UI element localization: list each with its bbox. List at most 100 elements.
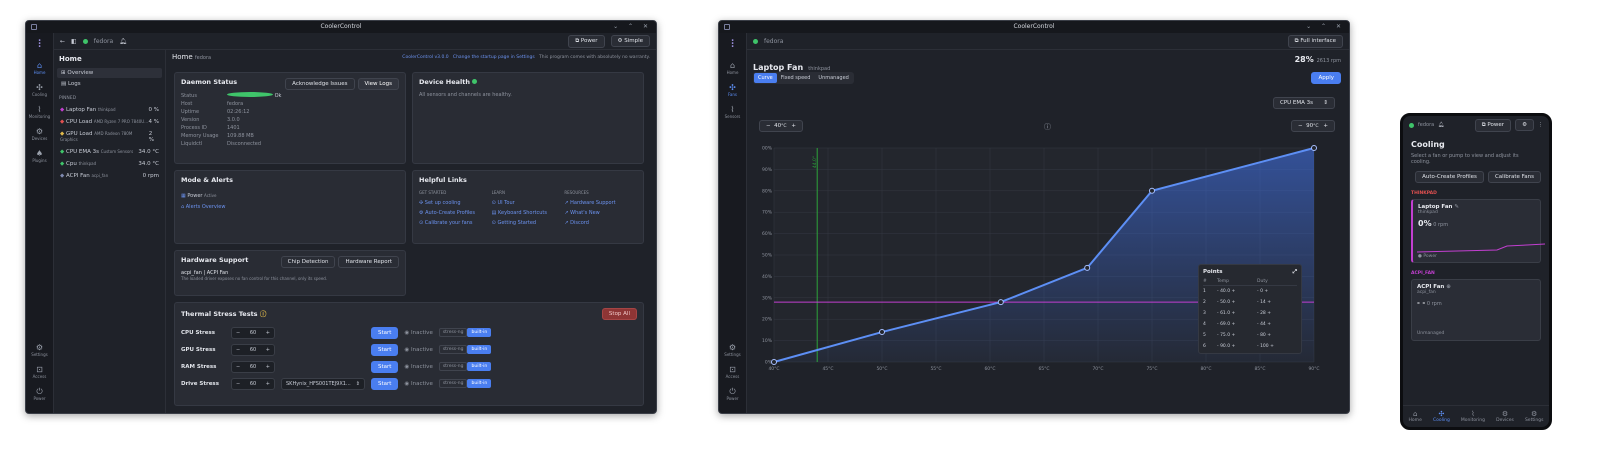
tool-builtin[interactable]: built-in: [467, 379, 492, 388]
helpful-link[interactable]: ↗ Discord: [564, 218, 637, 228]
pinned-item[interactable]: ◆ GPU Load AMD Radeon 780M Graphics 2 %: [57, 128, 162, 146]
plus-icon[interactable]: +: [1230, 322, 1236, 327]
stress-duration-stepper[interactable]: − 60 +: [231, 343, 275, 356]
full-interface-button[interactable]: ⧉ Full interface: [1287, 34, 1343, 48]
rail-access[interactable]: ⊡ Access: [26, 365, 53, 379]
point-duty-stepper[interactable]: - 100 +: [1257, 342, 1297, 351]
helpful-link[interactable]: ⚙ Auto-Create Profiles: [419, 208, 492, 218]
curve-point[interactable]: [1311, 145, 1317, 151]
minus-icon[interactable]: -: [1257, 289, 1261, 294]
minus-icon[interactable]: -: [1257, 311, 1261, 316]
helpful-link[interactable]: ⊙ Getting Started: [492, 218, 565, 228]
minus-icon[interactable]: -: [1257, 322, 1261, 327]
rail-home[interactable]: ⌂ Home: [719, 61, 746, 75]
stress-duration-stepper[interactable]: − 60 +: [231, 326, 275, 339]
rail-settings[interactable]: ⚙ Settings: [719, 343, 746, 357]
minus-icon[interactable]: −: [236, 346, 241, 353]
start-button[interactable]: Start: [371, 360, 399, 373]
link-icon[interactable]: ⊕: [1446, 284, 1451, 290]
startup-link[interactable]: Change the startup page in Settings: [452, 54, 535, 60]
minus-icon[interactable]: −: [236, 363, 241, 370]
min-temp-stepper[interactable]: − 40°C +: [759, 120, 803, 132]
stress-duration-stepper[interactable]: − 60 +: [231, 360, 275, 373]
helpful-link[interactable]: ▤ Keyboard Shortcuts: [492, 208, 565, 218]
point-temp-stepper[interactable]: - 75.0 +: [1217, 331, 1257, 340]
plus-icon[interactable]: +: [1268, 344, 1274, 349]
view-logs-button[interactable]: View Logs: [357, 78, 399, 90]
pinned-item[interactable]: ◆ Cpu thinkpad 34.0 °C: [57, 158, 162, 170]
minus-icon[interactable]: -: [1257, 300, 1261, 305]
plus-icon[interactable]: +: [1262, 289, 1269, 294]
expand-icon[interactable]: ⤢: [1292, 269, 1297, 275]
point-duty-stepper[interactable]: - 44 +: [1257, 320, 1297, 329]
plus-icon[interactable]: +: [1230, 289, 1236, 294]
start-button[interactable]: Start: [371, 343, 399, 356]
laptop-fan-card[interactable]: Laptop Fan ✎ thinkpad 0% 0 rpm ● Power: [1411, 199, 1545, 263]
curve-line[interactable]: [773, 147, 1315, 363]
minus-icon[interactable]: -: [1217, 311, 1221, 316]
helpful-link[interactable]: ⊙ UI Tour: [492, 198, 565, 208]
minus-icon[interactable]: −: [236, 329, 241, 336]
minus-icon[interactable]: -: [1217, 289, 1221, 294]
helpful-link[interactable]: ↗ Hardware Support: [564, 198, 637, 208]
tool-stress-ng[interactable]: stress-ng: [438, 379, 468, 388]
rail-settings[interactable]: ⚙ Settings: [26, 343, 53, 357]
stop-all-button[interactable]: Stop All: [601, 308, 637, 320]
curve-point[interactable]: [997, 299, 1004, 306]
nav-monitoring[interactable]: ⌇ Monitoring: [1461, 410, 1485, 423]
pinned-item[interactable]: ◆ Laptop Fan thinkpad 0 %: [57, 104, 162, 116]
sidebar-item-overview[interactable]: ⊞ Overview: [57, 68, 162, 78]
rail-power[interactable]: ⏻ Power: [719, 387, 746, 401]
minus-icon[interactable]: -: [1257, 333, 1261, 338]
auto-create-button[interactable]: Auto-Create Profiles: [1415, 171, 1484, 183]
plus-icon[interactable]: +: [1265, 311, 1271, 316]
acpi-fan-card[interactable]: ACPI Fan ⊕ acpi_fan - - 0 rpm Unmanaged: [1411, 279, 1541, 341]
pinned-item[interactable]: ◆ ACPI Fan acpi_fan 0 rpm: [57, 170, 162, 182]
plus-icon[interactable]: +: [1265, 300, 1271, 305]
nav-cooling[interactable]: ✣ Cooling: [1433, 410, 1450, 423]
tool-stress-ng[interactable]: stress-ng: [438, 362, 468, 371]
curve-point[interactable]: [1149, 187, 1155, 194]
point-temp-stepper[interactable]: - 90.0 +: [1217, 342, 1257, 351]
rail-plugins[interactable]: ♠ Plugins: [26, 149, 53, 163]
simple-button[interactable]: ⚙ Simple: [610, 35, 650, 47]
acknowledge-button[interactable]: Acknowledge Issues: [285, 78, 355, 90]
chip-detection-button[interactable]: Chip Detection: [280, 256, 336, 268]
drive-select[interactable]: SKHynix_HFS001TEJ9X1... ⇕: [281, 377, 365, 390]
tool-stress-ng[interactable]: stress-ng: [438, 345, 468, 354]
settings-icon[interactable]: ⚙: [1515, 119, 1534, 131]
power-button[interactable]: ⧉ Power: [1474, 118, 1512, 132]
bell-icon[interactable]: 🔔︎: [1438, 122, 1445, 128]
point-temp-stepper[interactable]: - 40.0 +: [1217, 287, 1257, 296]
helpful-link[interactable]: ↗ What's New: [564, 208, 637, 218]
tab-curve[interactable]: Curve: [754, 73, 777, 83]
point-temp-stepper[interactable]: - 50.0 +: [1217, 298, 1257, 307]
plus-icon[interactable]: +: [1230, 333, 1236, 338]
alerts-overview-link[interactable]: ⌂ Alerts Overview: [181, 204, 226, 210]
sidebar-item-logs[interactable]: ▤ Logs: [61, 81, 81, 87]
rail-power[interactable]: ⏻ Power: [26, 387, 53, 401]
minus-icon[interactable]: -: [1217, 344, 1221, 349]
rail-devices[interactable]: ⚙ Devices: [26, 127, 53, 141]
tool-toggle[interactable]: stress-ng built-in: [438, 328, 492, 337]
more-icon[interactable]: ⋮: [1538, 122, 1543, 128]
helpful-link[interactable]: ✣ Set up cooling: [419, 198, 492, 208]
pinned-item[interactable]: ◆ CPU Load AMD Ryzen 7 PRO 7840U... 4 %: [57, 116, 162, 128]
power-button[interactable]: ⧉ Power: [568, 34, 605, 48]
stress-duration-stepper[interactable]: − 60 +: [231, 377, 275, 390]
curve-point[interactable]: [771, 359, 777, 365]
minus-icon[interactable]: -: [1257, 344, 1261, 349]
apply-button[interactable]: Apply: [1311, 72, 1341, 84]
info-icon[interactable]: ⓘ: [1044, 123, 1051, 131]
helpful-link[interactable]: ⊙ Calibrate your fans: [419, 218, 492, 228]
nav-settings[interactable]: ⚙ Settings: [1525, 410, 1543, 423]
tab-fixed[interactable]: Fixed speed: [780, 75, 811, 81]
sensor-select[interactable]: CPU EMA 3s ⇕: [1273, 97, 1335, 109]
minus-icon[interactable]: -: [1217, 300, 1221, 305]
plus-icon[interactable]: +: [265, 329, 270, 336]
plus-icon[interactable]: +: [1230, 344, 1236, 349]
rail-cooling[interactable]: ✣ Cooling: [26, 83, 53, 97]
pinned-item[interactable]: ◆ CPU EMA 3s Custom Sensors 34.0 °C: [57, 146, 162, 158]
point-duty-stepper[interactable]: - 0 +: [1257, 287, 1297, 296]
calibrate-button[interactable]: Calibrate Fans: [1487, 171, 1541, 183]
